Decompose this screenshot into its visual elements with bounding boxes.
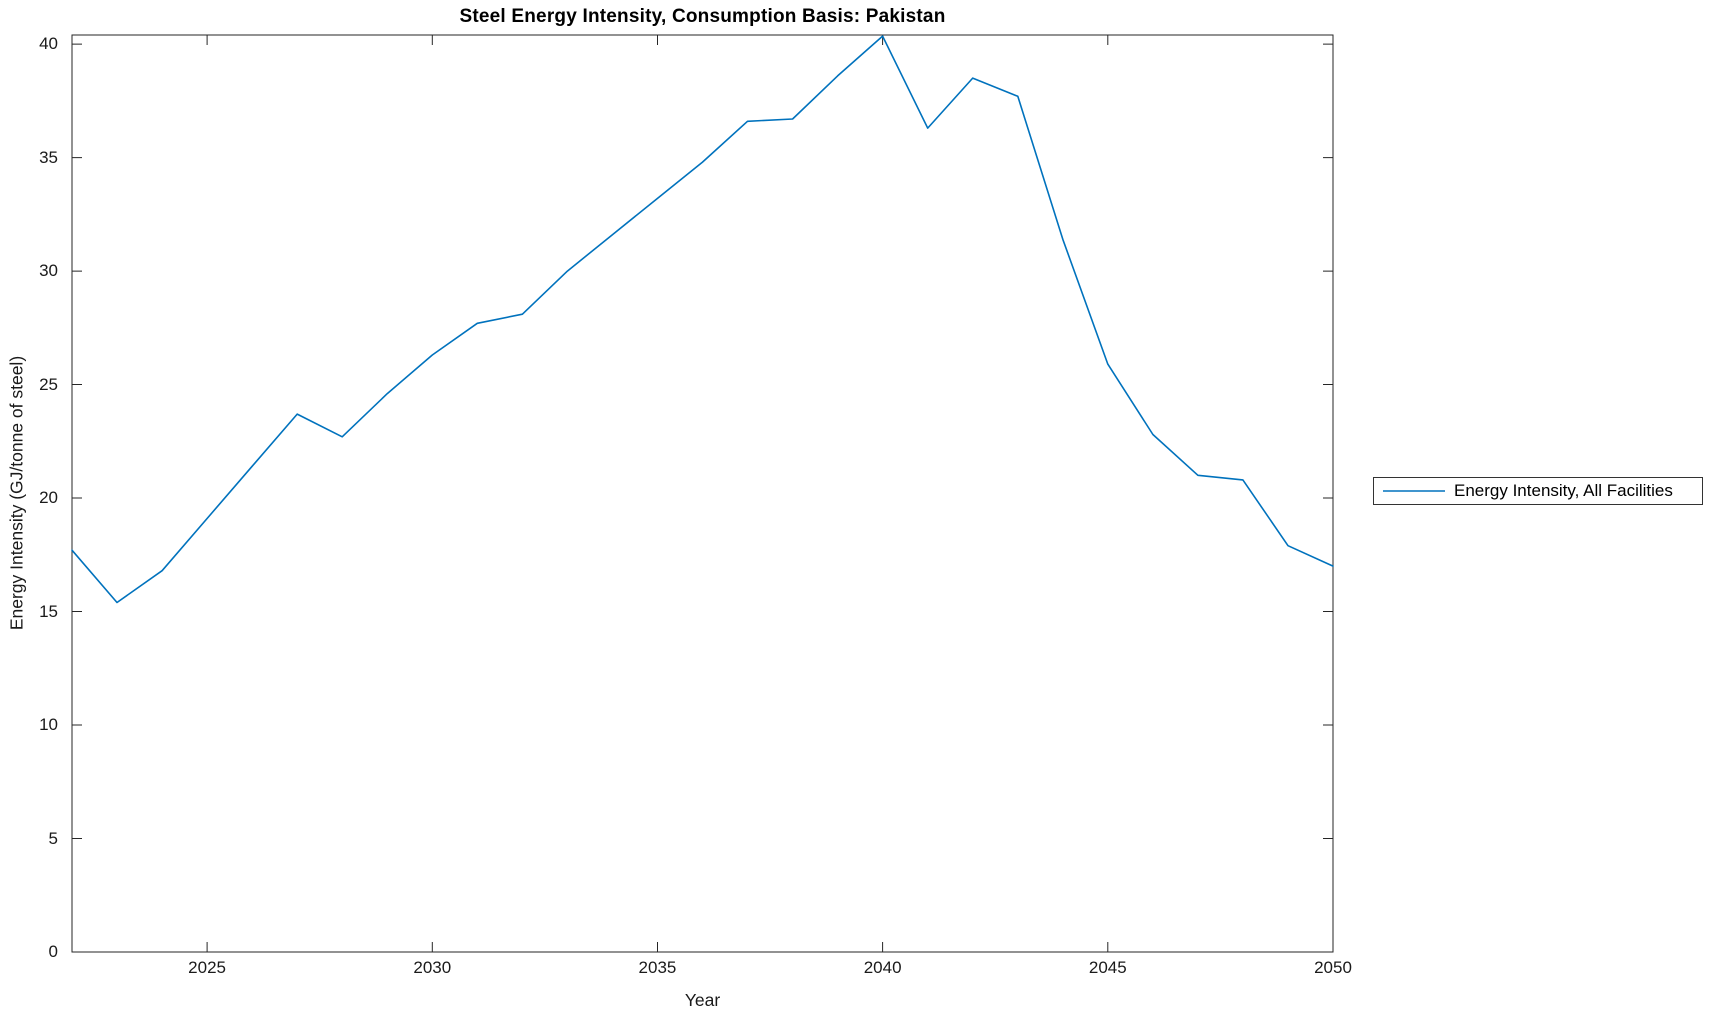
legend-label: Energy Intensity, All Facilities — [1454, 481, 1673, 500]
x-tick-label: 2030 — [413, 958, 452, 977]
legend-box: Energy Intensity, All Facilities — [1373, 477, 1703, 505]
y-tick-label: 20 — [39, 488, 58, 508]
y-tick-label: 5 — [48, 828, 58, 848]
x-tick-label: 2050 — [1314, 958, 1352, 977]
y-tick-label: 35 — [39, 147, 58, 167]
y-tick-label: 0 — [48, 942, 58, 961]
x-tick-label: 2025 — [188, 958, 227, 977]
legend-line-sample-icon — [1383, 490, 1445, 492]
y-tick-label: 25 — [39, 374, 58, 394]
y-tick-label: 30 — [39, 261, 58, 281]
x-tick-label: 2045 — [1088, 958, 1127, 977]
y-tick-label: 10 — [39, 715, 58, 735]
series-line — [71, 35, 1334, 604]
y-tick-label: 15 — [39, 601, 58, 621]
x-tick-label: 2035 — [638, 958, 677, 977]
axis-ticks — [72, 35, 1334, 953]
chart-title: Steel Energy Intensity, Consumption Basi… — [459, 6, 946, 27]
plot-border — [71, 34, 1334, 953]
y-tick-label: 40 — [39, 34, 58, 54]
x-axis-label: Year — [684, 990, 721, 1010]
x-tick-label: 2040 — [863, 958, 902, 977]
